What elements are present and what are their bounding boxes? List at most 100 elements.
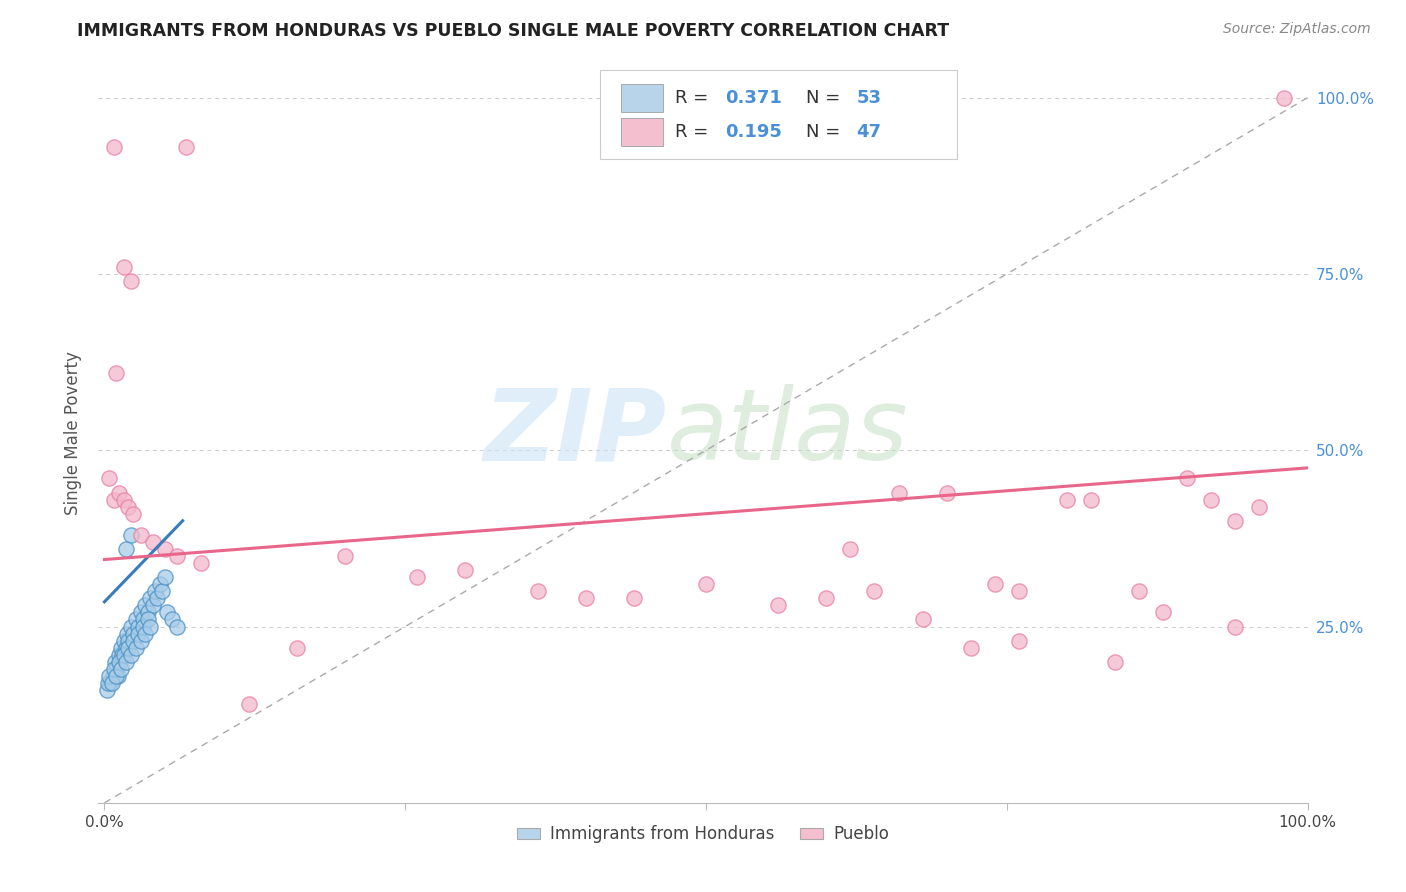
Text: R =: R =	[675, 123, 714, 141]
Point	[125, 640, 148, 655]
Point	[129, 633, 152, 648]
Point	[935, 485, 957, 500]
Point	[132, 619, 155, 633]
Point	[959, 640, 981, 655]
Point	[1175, 471, 1198, 485]
FancyBboxPatch shape	[600, 70, 957, 159]
Point	[1225, 514, 1247, 528]
Point	[134, 599, 156, 613]
Point	[1128, 584, 1150, 599]
Point	[129, 606, 152, 620]
Point	[127, 619, 149, 633]
Point	[160, 612, 183, 626]
Point	[1056, 492, 1078, 507]
Point	[103, 140, 125, 154]
FancyBboxPatch shape	[621, 84, 664, 112]
Point	[129, 528, 152, 542]
Point	[454, 563, 477, 577]
Point	[122, 507, 145, 521]
Point	[117, 626, 139, 640]
Point	[142, 535, 165, 549]
Point	[96, 683, 118, 698]
Point	[238, 697, 260, 711]
Point	[103, 492, 125, 507]
Point	[98, 471, 121, 485]
Point	[115, 541, 138, 556]
Point	[142, 599, 165, 613]
Point	[97, 676, 120, 690]
Point	[333, 549, 356, 563]
Point	[98, 669, 121, 683]
Point	[112, 633, 135, 648]
Point	[575, 591, 598, 606]
Point	[150, 584, 173, 599]
Point	[120, 648, 142, 662]
Point	[1249, 500, 1271, 514]
Point	[839, 541, 862, 556]
Point	[105, 662, 128, 676]
Text: R =: R =	[675, 89, 714, 107]
Point	[139, 591, 162, 606]
Point	[526, 584, 548, 599]
Text: 0.371: 0.371	[724, 89, 782, 107]
Point	[105, 366, 128, 380]
Text: 47: 47	[856, 123, 882, 141]
Point	[190, 556, 212, 570]
Text: N =: N =	[806, 89, 846, 107]
Point	[122, 633, 145, 648]
Point	[1152, 606, 1174, 620]
Point	[1104, 655, 1126, 669]
Point	[127, 626, 149, 640]
Point	[887, 485, 910, 500]
Point	[406, 570, 429, 584]
Point	[1225, 619, 1247, 633]
Text: atlas: atlas	[666, 384, 908, 481]
Point	[136, 612, 159, 626]
Point	[863, 584, 886, 599]
Point	[103, 662, 125, 676]
Point	[166, 619, 188, 633]
Legend: Immigrants from Honduras, Pueblo: Immigrants from Honduras, Pueblo	[510, 819, 896, 850]
Point	[1201, 492, 1223, 507]
FancyBboxPatch shape	[621, 118, 664, 146]
Point	[285, 640, 308, 655]
Point	[143, 584, 166, 599]
Point	[122, 626, 145, 640]
Point	[766, 599, 789, 613]
Y-axis label: Single Male Poverty: Single Male Poverty	[65, 351, 83, 515]
Point	[112, 260, 135, 274]
Point	[108, 648, 131, 662]
Point	[100, 676, 122, 690]
Point	[125, 612, 148, 626]
Point	[110, 640, 132, 655]
Point	[984, 577, 1007, 591]
Text: 0.195: 0.195	[724, 123, 782, 141]
Point	[100, 676, 122, 690]
Text: 53: 53	[856, 89, 882, 107]
Point	[153, 570, 176, 584]
Point	[623, 591, 645, 606]
Point	[112, 648, 135, 662]
Point	[174, 140, 197, 154]
Point	[117, 500, 139, 514]
Point	[132, 612, 155, 626]
Point	[108, 655, 131, 669]
Point	[134, 626, 156, 640]
Point	[104, 655, 127, 669]
Point	[110, 662, 132, 676]
Point	[1008, 633, 1031, 648]
Point	[1080, 492, 1102, 507]
Point	[105, 669, 128, 683]
Point	[101, 669, 124, 683]
Point	[695, 577, 717, 591]
Text: ZIP: ZIP	[484, 384, 666, 481]
Point	[108, 485, 131, 500]
Point	[139, 619, 162, 633]
Text: IMMIGRANTS FROM HONDURAS VS PUEBLO SINGLE MALE POVERTY CORRELATION CHART: IMMIGRANTS FROM HONDURAS VS PUEBLO SINGL…	[77, 22, 949, 40]
Point	[815, 591, 838, 606]
Text: Source: ZipAtlas.com: Source: ZipAtlas.com	[1223, 22, 1371, 37]
Point	[153, 541, 176, 556]
Point	[115, 655, 138, 669]
Point	[108, 655, 131, 669]
Point	[117, 640, 139, 655]
